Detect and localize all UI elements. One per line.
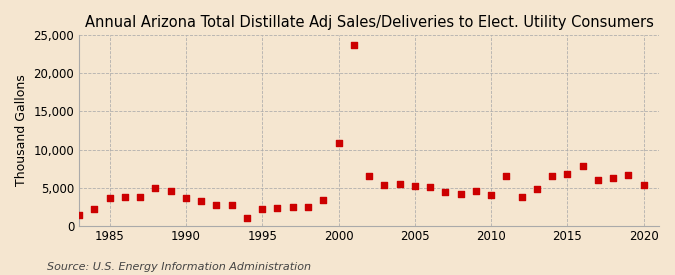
Point [257, 207, 268, 211]
Point [379, 183, 389, 188]
Point [226, 203, 237, 207]
Point [486, 193, 497, 197]
Point [318, 197, 329, 202]
Point [547, 174, 558, 178]
Point [288, 205, 298, 210]
Point [333, 141, 344, 145]
Point [104, 196, 115, 200]
Point [135, 194, 146, 199]
Point [593, 178, 603, 182]
Point [562, 172, 573, 176]
Point [394, 182, 405, 186]
Point [577, 164, 588, 169]
Point [196, 199, 207, 204]
Point [89, 207, 100, 211]
Point [531, 187, 542, 191]
Point [150, 185, 161, 190]
Point [364, 174, 375, 178]
Point [639, 183, 649, 188]
Text: Source: U.S. Energy Information Administration: Source: U.S. Energy Information Administ… [47, 262, 311, 272]
Point [211, 203, 222, 207]
Point [180, 196, 191, 200]
Point [470, 189, 481, 194]
Point [165, 189, 176, 194]
Point [302, 204, 313, 209]
Point [348, 43, 359, 47]
Point [74, 213, 84, 217]
Point [410, 184, 421, 188]
Point [272, 206, 283, 210]
Point [516, 194, 527, 199]
Point [119, 195, 130, 200]
Point [501, 174, 512, 178]
Y-axis label: Thousand Gallons: Thousand Gallons [15, 75, 28, 186]
Title: Annual Arizona Total Distillate Adj Sales/Deliveries to Elect. Utility Consumers: Annual Arizona Total Distillate Adj Sale… [84, 15, 653, 30]
Point [623, 172, 634, 177]
Point [440, 190, 451, 194]
Point [608, 175, 618, 180]
Point [242, 216, 252, 220]
Point [425, 185, 435, 189]
Point [455, 191, 466, 196]
